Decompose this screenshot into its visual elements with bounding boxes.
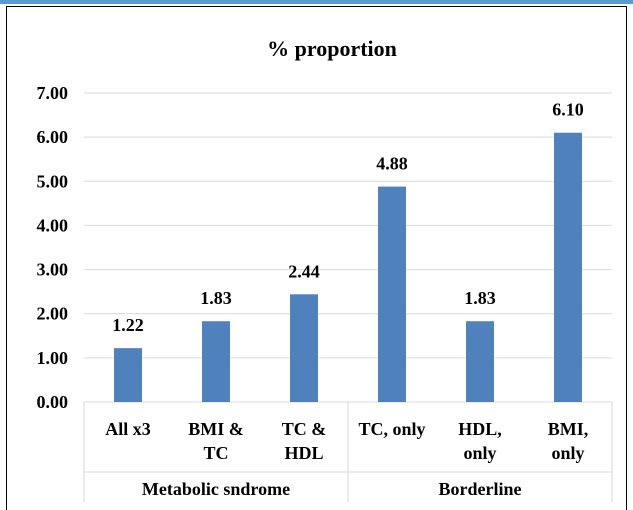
bars [114,132,582,402]
y-tick-label: 6.00 [37,127,69,147]
y-tick-label: 4.00 [37,215,69,235]
bar [290,294,318,402]
y-axis-ticks: 0.00 1.00 2.00 3.00 4.00 5.00 6.00 7.00 [37,83,69,412]
x-category-label: TC [203,443,228,463]
bar [114,348,142,402]
chart-title: % proportion [267,36,397,61]
data-label: 1.22 [112,315,144,335]
x-group-label: Metabolic sndrome [142,479,290,499]
chart-frame [6,6,627,510]
y-tick-label: 5.00 [37,171,69,191]
x-category-label: BMI, [548,419,589,439]
bar [554,132,582,402]
data-label: 1.83 [200,288,232,308]
x-group-label: Borderline [439,479,522,499]
bar [466,321,494,402]
y-tick-label: 2.00 [37,304,69,324]
x-category-label: All x3 [105,419,151,439]
x-category-label: only [463,443,496,463]
x-axis-categories: All x3 BMI & TC TC & HDL TC, only HDL, only BMI,… [105,419,588,463]
x-category-label: BMI & [188,419,244,439]
x-category-label: only [551,443,584,463]
x-category-label: TC, only [358,419,425,439]
y-tick-label: 0.00 [37,392,69,412]
x-category-label: TC & [282,419,327,439]
y-tick-label: 1.00 [37,348,69,368]
gridlines [84,92,612,403]
data-label: 6.10 [552,100,584,120]
data-label: 2.44 [288,261,320,281]
x-category-label: HDL [284,443,323,463]
y-tick-label: 3.00 [37,260,69,280]
y-tick-label: 7.00 [37,83,69,103]
data-label: 4.88 [376,154,408,174]
top-accent-rule [0,0,633,4]
x-axis-groups: Metabolic sndrome Borderline [83,402,613,502]
x-category-label: HDL, [458,419,502,439]
data-label: 1.83 [464,288,496,308]
bar [378,186,406,402]
data-labels: 1.22 1.83 2.44 4.88 1.83 6.10 [112,100,584,335]
bar [202,321,230,402]
